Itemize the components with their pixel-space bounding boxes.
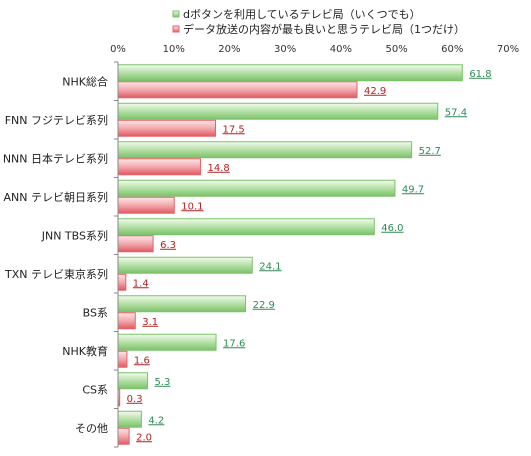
value-label: 0.3 — [127, 394, 143, 405]
value-label: 14.8 — [207, 163, 229, 174]
value-label: 17.5 — [223, 124, 245, 135]
bar-dbutton-use — [117, 64, 463, 82]
bar-dbutton-use — [117, 141, 413, 159]
value-label: 10.1 — [181, 201, 203, 212]
x-tick-label: 70% — [497, 44, 519, 55]
category-label: NHK教育 — [62, 344, 108, 358]
legend-swatch-2 — [172, 25, 180, 33]
bar-dbutton-use — [117, 102, 439, 120]
category-label: NHK総合 — [62, 74, 108, 88]
value-label: 6.3 — [160, 240, 176, 251]
value-label: 1.4 — [133, 278, 149, 289]
bar-best-content — [117, 119, 216, 137]
bar-dbutton-use — [117, 218, 375, 236]
bar-best-content — [117, 81, 358, 99]
category-label: ANN テレビ朝日系列 — [4, 190, 108, 204]
category-label: FNN フジテレビ系列 — [5, 113, 108, 127]
x-tick-label: 60% — [441, 44, 463, 55]
value-label: 24.1 — [259, 261, 281, 272]
bar-best-content — [117, 235, 154, 253]
value-label: 1.6 — [134, 355, 150, 366]
bar-dbutton-use — [117, 410, 142, 428]
x-tick-label: 30% — [274, 44, 296, 55]
x-axis: 0% 10% 20% 30% 40% 50% 60% 70% — [110, 44, 519, 55]
category-label: JNN TBS系列 — [41, 228, 108, 242]
x-tick-label: 40% — [330, 44, 352, 55]
legend-label-2: データ放送の内容が最も良いと思うテレビ局（1つだけ） — [183, 22, 465, 36]
bar-best-content — [117, 312, 136, 330]
value-label: 2.0 — [136, 432, 152, 443]
value-label: 46.0 — [381, 223, 403, 234]
bar-dbutton-use — [117, 179, 396, 197]
bar-best-content — [117, 158, 201, 176]
bar-dbutton-use — [117, 256, 253, 274]
category-label: BS系 — [83, 306, 108, 319]
bar-best-content — [117, 350, 128, 368]
category-label: その他 — [75, 422, 108, 435]
value-label: 42.9 — [364, 86, 386, 97]
value-label: 57.4 — [445, 107, 467, 118]
x-tick-label: 0% — [110, 44, 126, 55]
bar-best-content — [117, 196, 175, 214]
x-tick-label: 20% — [218, 44, 240, 55]
value-label: 5.3 — [155, 377, 171, 388]
value-label: 3.1 — [142, 317, 158, 328]
value-label: 22.9 — [253, 300, 275, 311]
x-tick-label: 50% — [385, 44, 407, 55]
category-label: CS系 — [82, 383, 108, 396]
value-label: 61.8 — [469, 69, 491, 80]
value-label: 4.2 — [148, 415, 164, 426]
legend: dボタンを利用しているテレビ局（いくつでも）データ放送の内容が最も良いと思うテレ… — [172, 8, 465, 36]
y-axis: NHK総合 FNN フジテレビ系列 NNN 日本テレビ系列 ANN テレビ朝日系列 JN… — [3, 61, 119, 448]
category-label: NNN 日本テレビ系列 — [3, 151, 108, 165]
bar-best-content — [117, 273, 127, 291]
legend-swatch-1 — [172, 10, 180, 18]
x-tick-label: 10% — [163, 44, 185, 55]
value-label: 49.7 — [402, 184, 424, 195]
plot-area: 61.8 42.9 57.4 17.5 52.7 14.8 49.7 10.1 46.0 6.3 2… — [117, 64, 492, 445]
bar-dbutton-use — [117, 295, 247, 313]
value-label: 52.7 — [419, 146, 441, 157]
bar-best-content — [117, 427, 130, 445]
bar-dbutton-use — [117, 372, 149, 390]
legend-label-1: dボタンを利用しているテレビ局（いくつでも） — [183, 8, 421, 21]
bar-dbutton-use — [117, 333, 217, 351]
value-label: 17.6 — [223, 338, 245, 349]
category-label: TXN テレビ東京系列 — [4, 267, 108, 281]
